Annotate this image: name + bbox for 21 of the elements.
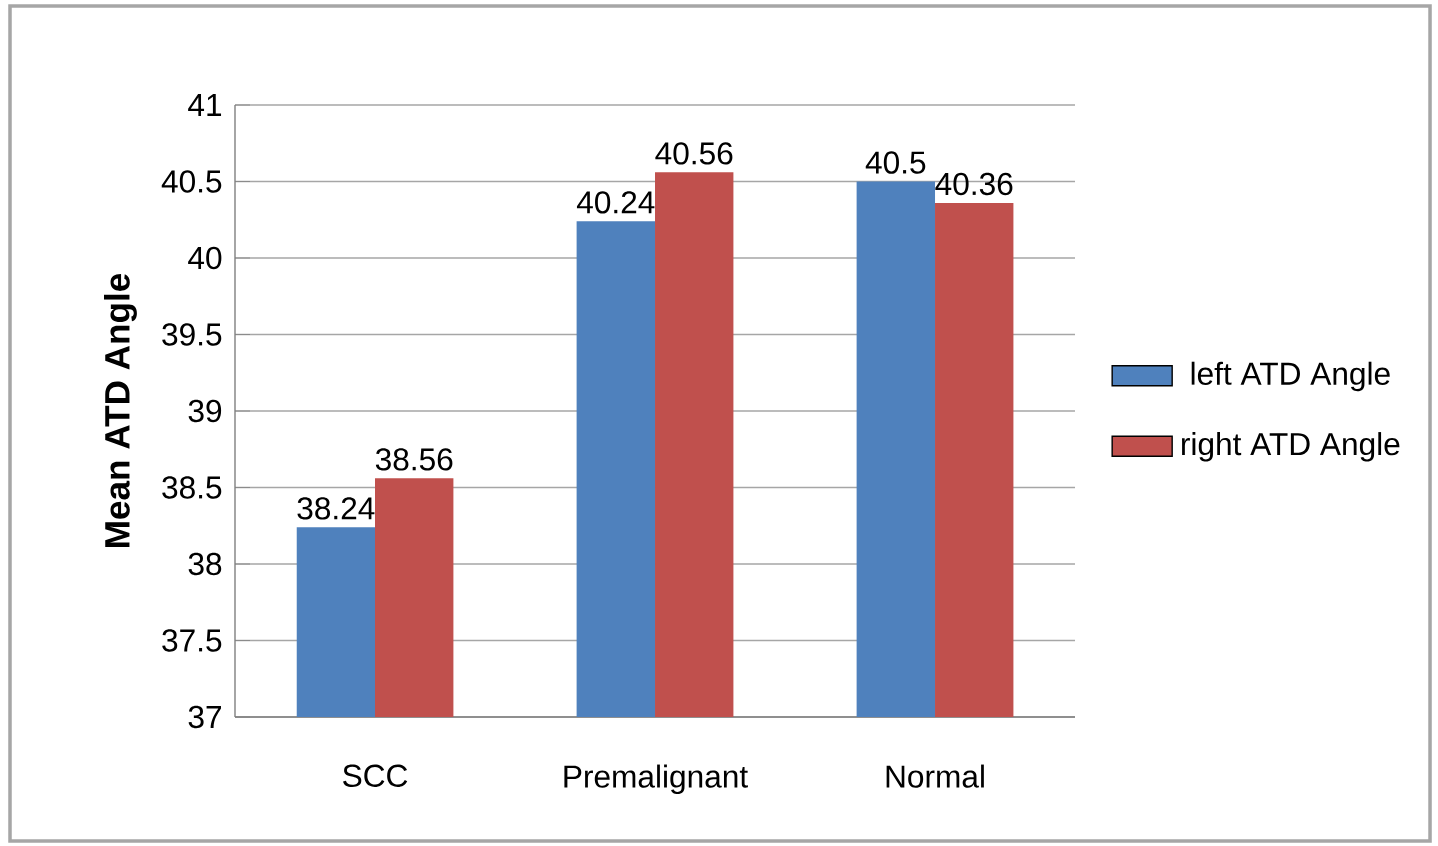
y-tick-label: 37.5 — [162, 629, 222, 652]
y-tick-label: 39 — [188, 399, 222, 423]
y-tick-label: 40.5 — [161, 170, 222, 193]
x-tick-label: Normal — [886, 764, 984, 788]
y-tick-label: 38.5 — [162, 476, 222, 499]
x-tick-label: Premalignant — [564, 764, 748, 795]
y-axis-title: Mean ATD Angle — [103, 273, 137, 547]
data-label: 38.24 — [297, 497, 375, 520]
data-label: 40.36 — [935, 172, 1013, 196]
y-tick-label: 38 — [188, 552, 222, 576]
y-tick-label: 41 — [188, 94, 222, 116]
data-label: 40.56 — [655, 142, 733, 165]
x-tick-label: SCC — [343, 764, 408, 787]
data-label: 40.5 — [865, 151, 926, 174]
data-label: 38.56 — [375, 448, 453, 471]
legend-label: right ATD Angle — [1181, 432, 1400, 462]
y-tick-label: 39.5 — [162, 323, 222, 346]
data-label: 40.24 — [576, 191, 655, 214]
legend-label: left ATD Angle — [1191, 361, 1390, 392]
y-tick-label: 37 — [188, 705, 221, 729]
y-tick-label: 40 — [188, 246, 222, 270]
